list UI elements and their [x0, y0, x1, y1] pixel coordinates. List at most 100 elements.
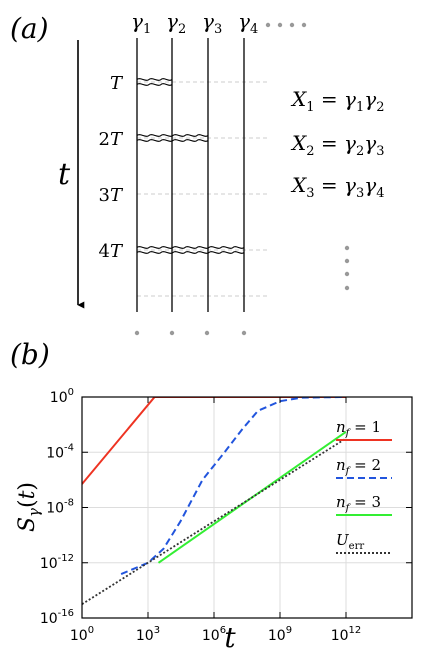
time-label-coef: 2 — [99, 129, 110, 150]
x-tick-label: 100 — [70, 625, 94, 644]
tick-base: 10 — [202, 628, 220, 644]
operator-subscript: 2 — [306, 144, 314, 159]
series-line — [82, 397, 346, 485]
tick-exponent: -12 — [58, 553, 74, 564]
time-label: 2T — [99, 129, 124, 150]
plot-ticks — [81, 396, 412, 619]
legend-label-equals: = — [349, 493, 371, 511]
legend-label-value: 1 — [371, 418, 381, 436]
ylabel-var: t — [15, 490, 40, 499]
tick-exponent: -16 — [58, 608, 74, 619]
y-tick-label: 10-12 — [40, 553, 74, 572]
time-label: T — [110, 73, 124, 94]
time-label-coef: 4 — [99, 241, 110, 262]
y-tick-label: 10-16 — [40, 608, 74, 627]
interaction-wave — [136, 134, 209, 142]
ellipsis-dot — [301, 22, 307, 28]
ellipsis-dot — [169, 330, 175, 336]
ylabel-paren: ) — [15, 482, 40, 491]
gamma-symbol: γ — [202, 9, 214, 33]
time-label-coef: 3 — [99, 185, 110, 206]
legend-label: nf = 2 — [336, 456, 381, 477]
legend-label-sub: f — [345, 466, 352, 477]
x-axis-label: t — [224, 621, 236, 653]
legend-label-value: 3 — [371, 493, 381, 511]
tick-base: 10 — [46, 445, 64, 461]
wave-line — [136, 251, 245, 254]
operator-equation: X1 = γ1γ2 — [290, 87, 384, 115]
time-label-var: T — [110, 241, 124, 262]
legend-entry: Uerr — [336, 531, 392, 554]
y-tick-label: 100 — [50, 387, 74, 406]
ylabel-paren: ( — [15, 499, 40, 508]
panel-b-label: (b) — [10, 338, 50, 371]
gamma-label: γ4 — [238, 9, 258, 37]
interaction-wave — [136, 78, 173, 86]
wave-line — [136, 78, 173, 81]
x-tick-label: 106 — [202, 625, 226, 644]
legend-label-sub: f — [345, 428, 352, 439]
tick-base: 10 — [331, 628, 349, 644]
wave-line — [136, 139, 209, 142]
gamma-subscript: 3 — [214, 22, 222, 37]
legend-label-main: U — [336, 531, 350, 549]
operator-name: X — [290, 87, 307, 111]
tick-exponent: 0 — [68, 387, 74, 398]
gamma-label: γ2 — [166, 9, 186, 37]
gamma-subscript: 1 — [143, 22, 151, 37]
legend-label: nf = 1 — [336, 418, 381, 439]
series-line — [120, 397, 347, 576]
ellipsis-dot — [289, 22, 295, 28]
panel-a-label: (a) — [10, 12, 49, 45]
ellipsis-dot — [204, 330, 210, 336]
y-tick-label: 10-8 — [46, 498, 74, 517]
plot-legend: nf = 1 nf = 2 nf = 3 Uerr — [336, 418, 392, 554]
gamma-subscript: 4 — [250, 22, 258, 37]
tick-base: 10 — [136, 628, 154, 644]
operator-name: X — [290, 173, 307, 197]
gamma-subscript: 2 — [178, 22, 186, 37]
ellipsis-dot — [241, 330, 247, 336]
legend-label-value: 2 — [371, 456, 381, 474]
y-axis-label: Sγ(t) — [15, 482, 43, 532]
operator-gamma-subscript: 2 — [376, 100, 384, 115]
gamma-labels: γ1 γ2 γ3 γ4 — [131, 9, 258, 37]
tick-exponent: -8 — [64, 498, 74, 509]
operator-gamma-subscript: 2 — [356, 144, 364, 159]
operator-gamma: γ — [364, 131, 376, 155]
legend-label-equals: = — [349, 456, 371, 474]
operator-subscript: 1 — [306, 100, 314, 115]
operator-equals: = — [315, 87, 344, 111]
ellipsis-dot — [344, 285, 350, 291]
operator-subscript: 3 — [306, 186, 314, 201]
time-rows — [137, 81, 270, 297]
interaction-waves — [136, 78, 245, 254]
tick-exponent: -4 — [64, 442, 74, 453]
time-axis-label: t — [58, 157, 71, 192]
tick-base: 10 — [40, 556, 58, 572]
ellipsis-dot — [277, 22, 283, 28]
gamma-label: γ3 — [202, 9, 222, 37]
tick-base: 10 — [70, 628, 88, 644]
gamma-label: γ1 — [131, 9, 151, 37]
tick-base: 10 — [40, 611, 58, 627]
tick-base: 10 — [46, 501, 64, 517]
wave-line — [136, 83, 173, 86]
legend-label-sub: err — [349, 541, 365, 552]
ylabel-sub: γ — [25, 508, 43, 517]
legend-entry: nf = 2 — [336, 456, 392, 479]
panel-b: (b) 100 103 106 109 101210010-410-810-1210-1… — [10, 338, 413, 653]
tick-exponent: 12 — [349, 625, 362, 636]
legend-entry: nf = 3 — [336, 493, 392, 516]
x-tick-label: 103 — [136, 625, 160, 644]
ellipsis-dot — [344, 271, 350, 277]
legend-entry: nf = 1 — [336, 418, 392, 441]
gamma-symbol: γ — [131, 9, 143, 33]
operator-gamma: γ — [344, 173, 356, 197]
tick-base: 10 — [50, 390, 68, 406]
operator-equals: = — [315, 173, 344, 197]
